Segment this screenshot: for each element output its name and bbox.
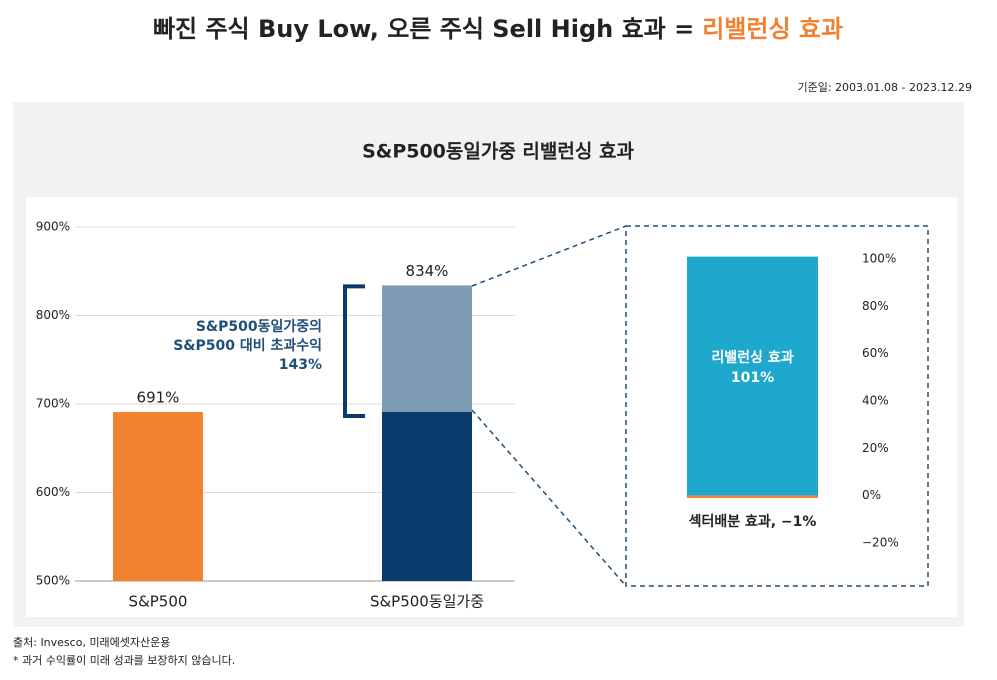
y-tick-label: 0% xyxy=(862,488,881,502)
page-title: 빠진 주식 Buy Low, 오른 주식 Sell High 효과 = 리밸런싱 … xyxy=(153,15,843,43)
y-tick-label: 80% xyxy=(862,299,889,313)
segment-name: 리밸런싱 효과 xyxy=(711,349,793,366)
y-tick-label: 700% xyxy=(36,397,70,411)
excess-label: 143% xyxy=(279,357,322,373)
y-tick-label: 900% xyxy=(36,220,70,234)
value-label: 691% xyxy=(137,388,180,406)
connector xyxy=(471,225,627,287)
bar-segment xyxy=(687,256,818,496)
bar xyxy=(113,411,203,581)
title-text: 빠진 주식 Buy Low, 오른 주식 Sell High 효과 = xyxy=(153,15,694,43)
bar-base xyxy=(382,411,472,581)
excess-label: S&P500 대비 초과수익 xyxy=(173,337,322,354)
connector xyxy=(471,409,627,587)
y-tick-label: 40% xyxy=(862,394,889,408)
disclaimer: * 과거 수익률이 미래 성과를 보장하지 않습니다. xyxy=(13,653,235,667)
bar-segment xyxy=(687,495,818,499)
date-note: 기준일: 2003.01.08 - 2023.12.29 xyxy=(798,80,973,94)
y-tick-label: 100% xyxy=(862,252,896,266)
zoom-box xyxy=(625,225,929,587)
value-label: 834% xyxy=(406,262,449,280)
excess-label: S&P500동일가중의 xyxy=(196,318,322,335)
x-tick-label: S&P500동일가중 xyxy=(370,593,484,611)
y-tick-label: 500% xyxy=(36,574,70,588)
segment-label: 섹터배분 효과, −1% xyxy=(689,513,817,530)
title-highlight: 리밸런싱 효과 xyxy=(702,15,843,43)
y-tick-label: 20% xyxy=(862,441,889,455)
chart-title: S&P500동일가중 리밸런싱 효과 xyxy=(362,141,634,163)
y-tick-label: 800% xyxy=(36,308,70,322)
y-tick-label: 60% xyxy=(862,346,889,360)
source: 출처: Invesco, 미래에셋자산운용 xyxy=(13,636,170,649)
segment-value: 101% xyxy=(731,370,774,386)
bracket xyxy=(343,284,365,418)
y-tick-label: −20% xyxy=(862,536,899,550)
x-tick-label: S&P500 xyxy=(129,593,188,611)
y-tick-label: 600% xyxy=(36,485,70,499)
